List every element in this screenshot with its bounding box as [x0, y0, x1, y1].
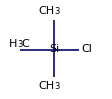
Text: C: C — [21, 39, 28, 49]
Text: Si: Si — [49, 44, 59, 55]
Text: 3: 3 — [54, 7, 59, 16]
Text: CH: CH — [38, 81, 54, 91]
Text: CH: CH — [38, 6, 54, 16]
Text: 3: 3 — [54, 82, 59, 91]
Text: Cl: Cl — [81, 44, 91, 55]
Text: 3: 3 — [17, 40, 23, 49]
Text: H: H — [9, 39, 17, 49]
